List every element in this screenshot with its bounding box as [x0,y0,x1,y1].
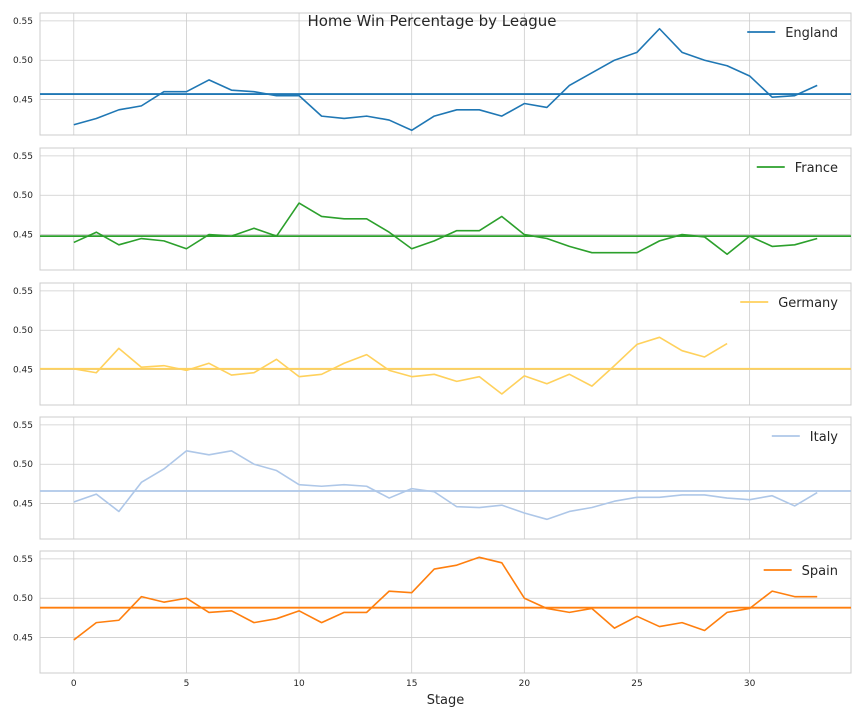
y-tick-label: 0.50 [13,594,33,604]
y-tick-label: 0.55 [13,287,33,297]
x-tick-label: 30 [744,679,756,689]
panel-italy: 0.45 0.50 0.55 Italy [13,416,852,540]
y-tick-label: 0.45 [13,500,33,510]
panel-frame [39,282,852,406]
y-tick-label: 0.45 [13,634,33,644]
y-tick-label: 0.50 [13,460,33,470]
y-tick-label: 0.55 [13,152,33,162]
y-tick-label: 0.45 [13,231,33,241]
x-tick-label: 5 [184,679,190,689]
panel-frame [39,416,852,540]
panel-germany: 0.45 0.50 0.55 Germany [13,282,852,406]
legend-label: Germany [778,296,838,311]
series-line [73,202,818,256]
chart-title: Home Win Percentage by League [307,12,556,30]
panel-england: 0.45 0.50 0.55 England [13,12,852,136]
series-line [73,556,818,641]
legend-label: England [785,26,838,41]
series-line [73,27,818,132]
x-tick-label: 10 [293,679,305,689]
y-tick-label: 0.50 [13,56,33,66]
legend-label: Italy [810,430,839,445]
panel-frame [39,147,852,271]
legend-label: France [795,161,838,176]
y-tick-label: 0.45 [13,96,33,106]
y-tick-label: 0.45 [13,366,33,376]
panel-spain: 0.45 0.50 0.55 Spain [13,550,852,674]
panel-frame [39,12,852,136]
panel-france: 0.45 0.50 0.55 France [13,147,852,271]
x-axis-label: Stage [427,693,465,708]
y-tick-label: 0.55 [13,17,33,27]
y-tick-label: 0.55 [13,421,33,431]
y-tick-label: 0.55 [13,555,33,565]
series-line [73,336,728,395]
x-tick-label: 25 [631,679,642,689]
x-tick-label: 0 [71,679,77,689]
series-line [73,450,818,521]
x-tick-label: 15 [406,679,417,689]
y-tick-label: 0.50 [13,191,33,201]
panel-frame [39,550,852,674]
x-tick-label: 20 [519,679,531,689]
y-tick-label: 0.50 [13,326,33,336]
legend-label: Spain [802,564,838,579]
